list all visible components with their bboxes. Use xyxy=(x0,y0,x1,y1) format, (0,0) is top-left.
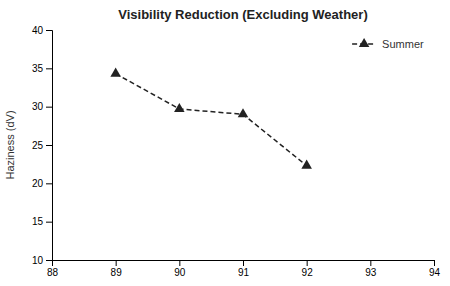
y-tick-label: 25 xyxy=(32,140,44,151)
series-marker xyxy=(174,103,185,112)
marks xyxy=(110,68,312,169)
x-tick: 91 xyxy=(238,260,250,278)
y-tick-mark xyxy=(46,30,52,31)
y-tick-label: 30 xyxy=(32,101,44,112)
x-tick-mark xyxy=(370,260,371,266)
x-tick-label: 90 xyxy=(174,267,186,278)
legend: Summer xyxy=(352,38,424,50)
y-axis-line xyxy=(46,31,53,261)
y-tick-mark xyxy=(46,222,52,223)
x-tick-label: 91 xyxy=(238,267,250,278)
x-tick: 90 xyxy=(174,260,186,278)
x-tick: 94 xyxy=(429,260,441,278)
x-tick: 89 xyxy=(111,260,123,278)
x-tick-mark xyxy=(243,260,244,266)
y-tick: 30 xyxy=(32,101,52,112)
plot: 88 89 90 91 92 93 94 10 15 20 25 30 35 40 Summer xyxy=(32,25,441,278)
x-tick-mark xyxy=(116,260,117,266)
y-tick-label: 15 xyxy=(32,216,44,227)
x-tick-mark xyxy=(179,260,180,266)
chart: 88 89 90 91 92 93 94 10 15 20 25 30 35 40 Summer Visibi… xyxy=(0,0,450,286)
y-tick-mark xyxy=(46,107,52,108)
legend-marker xyxy=(359,38,370,47)
title: Visibility Reduction (Excluding Weather) xyxy=(118,7,367,22)
y-tick-mark xyxy=(46,183,52,184)
x-axis-line xyxy=(53,261,435,267)
x-tick-mark xyxy=(307,260,308,266)
series-marker xyxy=(301,160,312,169)
y-tick-label: 10 xyxy=(32,255,44,266)
y-tick: 20 xyxy=(32,178,52,189)
y-tick: 40 xyxy=(32,25,52,36)
x-tick: 93 xyxy=(365,260,377,278)
series-marker xyxy=(238,108,249,117)
x-tick-label: 94 xyxy=(429,267,441,278)
x-tick-label: 93 xyxy=(365,267,377,278)
y-tick-label: 35 xyxy=(32,63,44,74)
y-axis-title: Haziness (dV) xyxy=(4,110,16,179)
y-tick-label: 40 xyxy=(32,25,44,36)
y-tick-label: 20 xyxy=(32,178,44,189)
y-tick: 35 xyxy=(32,63,52,74)
x-tick-label: 92 xyxy=(302,267,314,278)
legend-item: Summer xyxy=(352,38,424,50)
y-tick-mark xyxy=(46,260,52,261)
x-axis: 88 89 90 91 92 93 94 xyxy=(47,260,441,278)
y-tick: 25 xyxy=(32,140,52,151)
x-tick-mark xyxy=(434,260,435,266)
x-tick: 92 xyxy=(302,260,314,278)
y-tick: 10 xyxy=(32,255,52,266)
y-tick-mark xyxy=(46,145,52,146)
y-axis: 10 15 20 25 30 35 40 xyxy=(32,25,53,266)
legend-label: Summer xyxy=(382,38,424,50)
x-tick: 88 xyxy=(47,260,59,278)
x-tick-label: 89 xyxy=(111,267,123,278)
x-tick-label: 88 xyxy=(47,267,59,278)
y-tick: 15 xyxy=(32,216,52,227)
series-marker xyxy=(110,68,121,77)
series-line xyxy=(116,74,307,166)
y-tick-mark xyxy=(46,68,52,69)
